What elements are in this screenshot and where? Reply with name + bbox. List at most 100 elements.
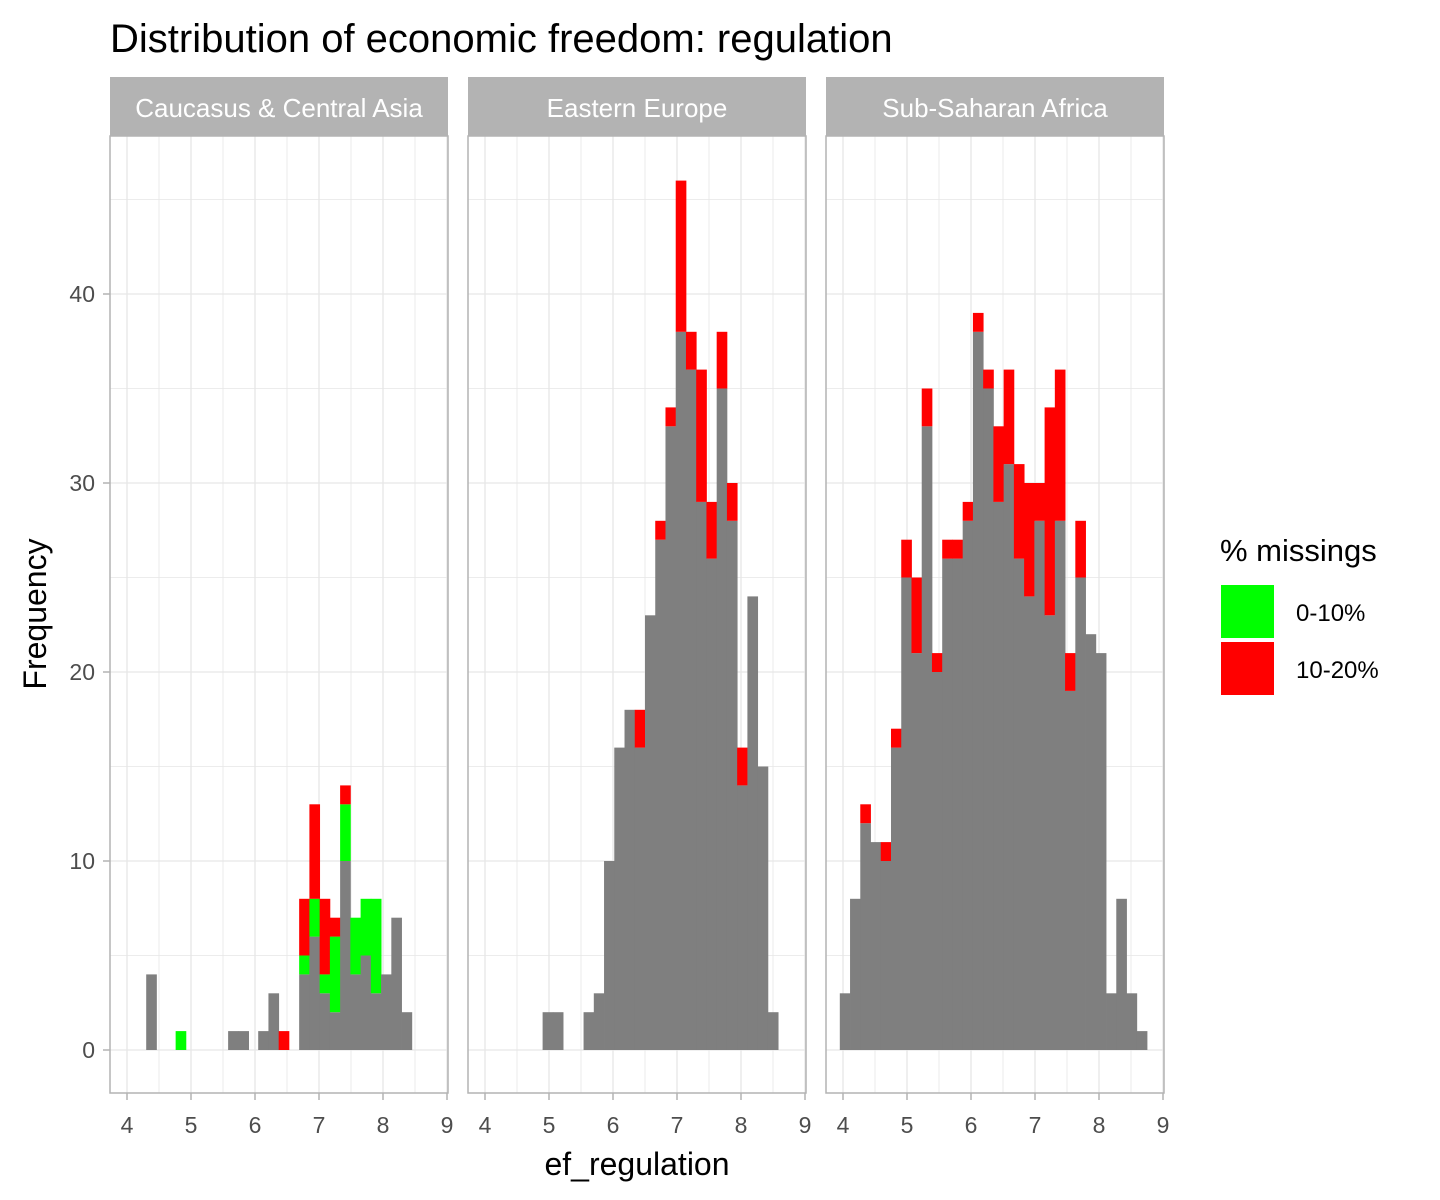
histogram-bar-grey <box>1013 558 1025 1050</box>
x-tick-label: 6 <box>607 1112 620 1138</box>
histogram-bar-grey <box>972 331 984 1050</box>
histogram-bar-red <box>931 653 943 672</box>
histogram-bar-red <box>942 539 953 559</box>
panel-border <box>109 135 449 1094</box>
histogram-bar-red <box>972 312 984 332</box>
histogram-bar-grey <box>767 1012 779 1050</box>
histogram-bar-grey <box>1136 1031 1148 1050</box>
histogram-bar-green <box>360 898 372 956</box>
y-tick-label: 20 <box>69 659 95 685</box>
histogram-bar-grey <box>340 861 351 1050</box>
histogram-bar-grey <box>993 501 1005 1050</box>
histogram-bar-grey <box>350 974 361 1050</box>
histogram-bars <box>839 312 1148 1051</box>
x-tick-label: 5 <box>185 1112 198 1138</box>
histogram-bar-grey <box>1095 653 1107 1050</box>
histogram-bar-grey <box>1034 520 1045 1050</box>
facet-panel: Sub-Saharan Africa 4 5 6 7 8 9 <box>825 77 1169 1138</box>
histogram-bar-grey <box>860 823 871 1050</box>
grid-lines <box>110 136 448 1093</box>
facet-panel: Caucasus & Central Asia 4 5 6 7 8 9 <box>109 77 454 1138</box>
histogram-bar-grey <box>757 766 769 1050</box>
histogram-bars <box>542 180 779 1051</box>
histogram-bar-grey <box>542 1012 554 1050</box>
histogram-bar-grey <box>309 936 321 1050</box>
histogram-bar-grey <box>401 1012 413 1050</box>
histogram-bar-red <box>901 539 912 578</box>
histogram-bar-red <box>993 426 1005 502</box>
histogram-bar-red <box>665 407 677 427</box>
histogram-bar-red <box>860 804 871 824</box>
panel-border <box>467 135 807 1094</box>
histogram-bar-grey <box>901 577 912 1050</box>
legend-label: 10-20% <box>1296 657 1379 684</box>
histogram-bar-red <box>309 804 321 899</box>
histogram-bar-green <box>319 974 331 994</box>
histogram-bar-grey <box>258 1031 269 1050</box>
histogram-bar-red <box>634 709 646 748</box>
histogram-bar-grey <box>583 1012 595 1050</box>
chart-title: Distribution of economic freedom: regula… <box>110 17 893 61</box>
histogram-bar-red <box>911 577 923 654</box>
histogram-bar-grey <box>665 426 677 1050</box>
x-axis-title: ef_regulation <box>544 1146 729 1182</box>
legend-items: 0-10% 10-20% <box>1221 585 1379 695</box>
histogram-bar-red <box>891 728 902 748</box>
histogram-bar-red <box>1003 369 1015 465</box>
histogram-bar-grey <box>706 558 718 1050</box>
histogram-bar-grey <box>645 615 656 1050</box>
histogram-bar-red <box>716 331 728 389</box>
histogram-bar-grey <box>716 388 728 1050</box>
histogram-bar-grey <box>329 1012 341 1050</box>
histogram-bar-grey <box>604 861 615 1050</box>
histogram-bar-red <box>952 539 964 559</box>
histogram-bar-grey <box>1116 898 1127 1050</box>
histogram-bar-red <box>1065 653 1076 691</box>
histogram-bar-red <box>1013 464 1025 559</box>
histogram-bar-grey <box>228 1031 239 1050</box>
histogram-bar-grey <box>238 1031 249 1050</box>
histogram-bar-grey <box>962 520 974 1050</box>
histogram-bar-grey <box>942 558 953 1050</box>
histogram-bars <box>146 785 413 1050</box>
histogram-bar-red <box>1044 407 1056 616</box>
x-tick-label: 4 <box>121 1112 134 1138</box>
histogram-bar-red <box>1034 483 1045 521</box>
histogram-bar-grey <box>299 974 310 1050</box>
y-axis: 0 10 20 30 40 <box>69 281 110 1063</box>
histogram-bar-grey <box>634 747 646 1050</box>
histogram-bar-green <box>340 804 351 861</box>
x-tick-label: 9 <box>441 1112 454 1138</box>
x-tick-label: 7 <box>1029 1112 1042 1138</box>
y-tick-label: 40 <box>69 281 95 307</box>
histogram-bar-green <box>309 898 321 937</box>
x-tick-label: 8 <box>377 1112 390 1138</box>
histogram-bar-grey <box>726 520 738 1050</box>
histogram-bar-green <box>299 955 310 975</box>
histogram-bar-grey <box>1106 993 1117 1050</box>
y-axis-title: Frequency <box>17 538 53 689</box>
legend-label: 0-10% <box>1296 600 1365 627</box>
histogram-bar-red <box>921 388 933 427</box>
histogram-bar-grey <box>614 747 625 1050</box>
histogram-bar-grey <box>983 388 994 1050</box>
histogram-bar-green <box>370 898 382 994</box>
histogram-bar-grey <box>146 974 157 1050</box>
y-tick-label: 10 <box>69 848 95 874</box>
histogram-bar-grey <box>370 993 382 1050</box>
histogram-bar-grey <box>737 785 748 1050</box>
histogram-bar-red <box>737 747 748 786</box>
histogram-bar-red <box>696 369 707 502</box>
x-tick-label: 5 <box>901 1112 914 1138</box>
histogram-bar-grey <box>593 993 605 1050</box>
histogram-bar-grey <box>552 1012 564 1050</box>
histogram-bar-grey <box>839 993 851 1050</box>
histogram-bar-grey <box>696 501 707 1050</box>
x-tick-label: 8 <box>1093 1112 1106 1138</box>
histogram-bar-green <box>350 917 361 975</box>
histogram-bar-red <box>329 917 341 937</box>
histogram-bar-grey <box>319 993 331 1050</box>
facet-strip <box>826 77 1164 136</box>
histogram-bar-grey <box>850 898 861 1050</box>
